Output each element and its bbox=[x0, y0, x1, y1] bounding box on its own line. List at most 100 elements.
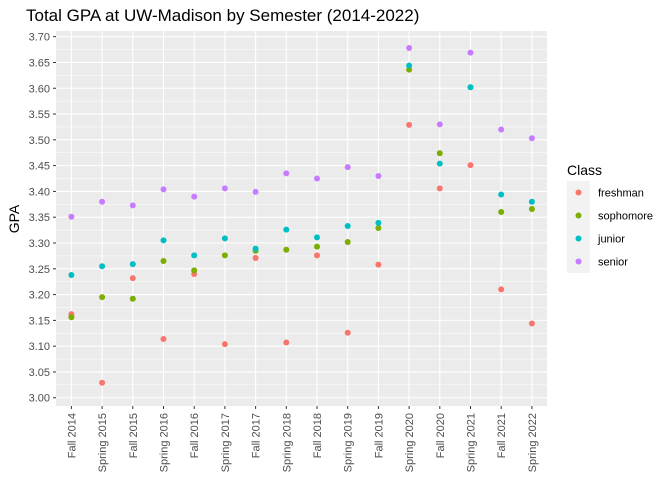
x-tick-label: Fall 2014 bbox=[66, 413, 78, 458]
point-senior bbox=[99, 198, 106, 205]
point-junior bbox=[528, 198, 535, 205]
x-tick-label: Spring 2020 bbox=[404, 413, 416, 472]
point-junior bbox=[221, 235, 228, 242]
point-sophomore bbox=[99, 294, 106, 301]
legend-title: Class bbox=[567, 162, 602, 178]
point-freshman bbox=[221, 341, 228, 348]
point-freshman bbox=[528, 320, 535, 327]
point-junior bbox=[160, 237, 167, 244]
y-tick-label: 3.55 bbox=[29, 109, 50, 121]
point-freshman bbox=[406, 121, 413, 128]
point-senior bbox=[406, 45, 413, 52]
y-tick-label: 3.25 bbox=[29, 264, 50, 276]
grid-minor bbox=[56, 49, 547, 386]
point-sophomore bbox=[344, 238, 351, 245]
point-senior bbox=[498, 126, 505, 133]
point-senior bbox=[344, 164, 351, 171]
y-tick-label: 3.60 bbox=[29, 83, 50, 95]
y-axis-title: GPA bbox=[6, 204, 22, 233]
point-senior bbox=[221, 185, 228, 192]
point-sophomore bbox=[68, 314, 75, 321]
legend-symbol-senior bbox=[575, 258, 582, 265]
point-freshman bbox=[436, 185, 443, 192]
point-freshman bbox=[99, 379, 106, 386]
point-sophomore bbox=[436, 150, 443, 157]
point-senior bbox=[191, 193, 198, 200]
point-freshman bbox=[160, 335, 167, 342]
point-senior bbox=[436, 121, 443, 128]
x-tick-label: Fall 2015 bbox=[128, 413, 140, 458]
point-senior bbox=[160, 186, 167, 193]
data-points bbox=[68, 45, 535, 386]
point-senior bbox=[467, 49, 474, 56]
x-tick-label: Spring 2016 bbox=[159, 413, 171, 472]
x-tick-label: Spring 2015 bbox=[97, 413, 109, 472]
point-junior bbox=[436, 160, 443, 167]
point-senior bbox=[375, 172, 382, 179]
x-tick-label: Spring 2022 bbox=[527, 413, 539, 472]
point-sophomore bbox=[191, 267, 198, 274]
point-freshman bbox=[314, 252, 320, 259]
y-tick-label: 3.15 bbox=[29, 315, 50, 327]
y-tick-label: 3.45 bbox=[29, 161, 50, 173]
point-sophomore bbox=[283, 246, 290, 253]
y-tick-label: 3.20 bbox=[29, 290, 50, 302]
point-junior bbox=[99, 263, 106, 270]
point-senior bbox=[252, 188, 259, 195]
y-tick-label: 3.40 bbox=[29, 186, 50, 198]
x-tick-label: Fall 2017 bbox=[251, 413, 263, 458]
point-sophomore bbox=[129, 295, 136, 302]
point-sophomore bbox=[406, 66, 413, 73]
x-tick-label: Spring 2018 bbox=[281, 413, 293, 472]
x-tick-label: Fall 2018 bbox=[312, 413, 324, 458]
y-tick-label: 3.65 bbox=[29, 57, 50, 69]
point-junior bbox=[406, 62, 413, 69]
y-tick-label: 3.50 bbox=[29, 135, 50, 147]
point-senior bbox=[314, 175, 320, 182]
y-tick-label: 3.30 bbox=[29, 238, 50, 250]
point-senior bbox=[283, 170, 290, 177]
point-freshman bbox=[344, 329, 351, 336]
point-junior bbox=[283, 226, 290, 233]
legend-symbol-junior bbox=[575, 235, 582, 242]
point-junior bbox=[314, 234, 320, 241]
point-senior bbox=[68, 213, 75, 220]
legend: freshman sophomore junior senior bbox=[567, 181, 653, 273]
x-tick-label: Spring 2021 bbox=[466, 413, 478, 472]
legend-label-senior: senior bbox=[598, 257, 628, 269]
point-senior bbox=[129, 202, 136, 209]
point-freshman bbox=[375, 261, 382, 268]
legend-label-sophomore: sophomore bbox=[598, 211, 653, 223]
x-tick-label: Fall 2021 bbox=[496, 413, 508, 458]
point-junior bbox=[375, 219, 382, 226]
x-tick-label: Spring 2019 bbox=[343, 413, 355, 472]
point-freshman bbox=[283, 339, 290, 346]
plot-panel bbox=[56, 31, 547, 406]
y-tick-label: 3.05 bbox=[29, 367, 50, 379]
point-sophomore bbox=[375, 225, 382, 232]
point-sophomore bbox=[221, 252, 228, 259]
legend-symbol-sophomore bbox=[575, 212, 582, 219]
y-axis: 3.00 3.05 3.10 3.15 3.20 3.25 3.30 3.35 3.40 3.45… bbox=[29, 32, 56, 405]
point-junior bbox=[498, 191, 505, 198]
point-sophomore bbox=[528, 205, 535, 212]
y-tick-label: 3.35 bbox=[29, 212, 50, 224]
point-freshman bbox=[252, 254, 259, 261]
point-sophomore bbox=[160, 258, 167, 265]
point-junior bbox=[467, 84, 474, 91]
point-sophomore bbox=[314, 243, 320, 250]
point-junior bbox=[129, 261, 136, 268]
x-tick-label: Spring 2017 bbox=[220, 413, 232, 472]
point-junior bbox=[191, 252, 198, 259]
point-junior bbox=[344, 222, 351, 229]
point-junior bbox=[252, 245, 259, 252]
legend-label-freshman: freshman bbox=[598, 188, 644, 200]
x-tick-label: Fall 2019 bbox=[373, 413, 385, 458]
legend-symbol-freshman bbox=[575, 189, 582, 196]
chart-title: Total GPA at UW-Madison by Semester (201… bbox=[26, 6, 419, 25]
x-tick-label: Fall 2016 bbox=[189, 413, 201, 458]
point-freshman bbox=[498, 286, 505, 293]
y-tick-label: 3.00 bbox=[29, 393, 50, 405]
point-freshman bbox=[129, 275, 136, 282]
